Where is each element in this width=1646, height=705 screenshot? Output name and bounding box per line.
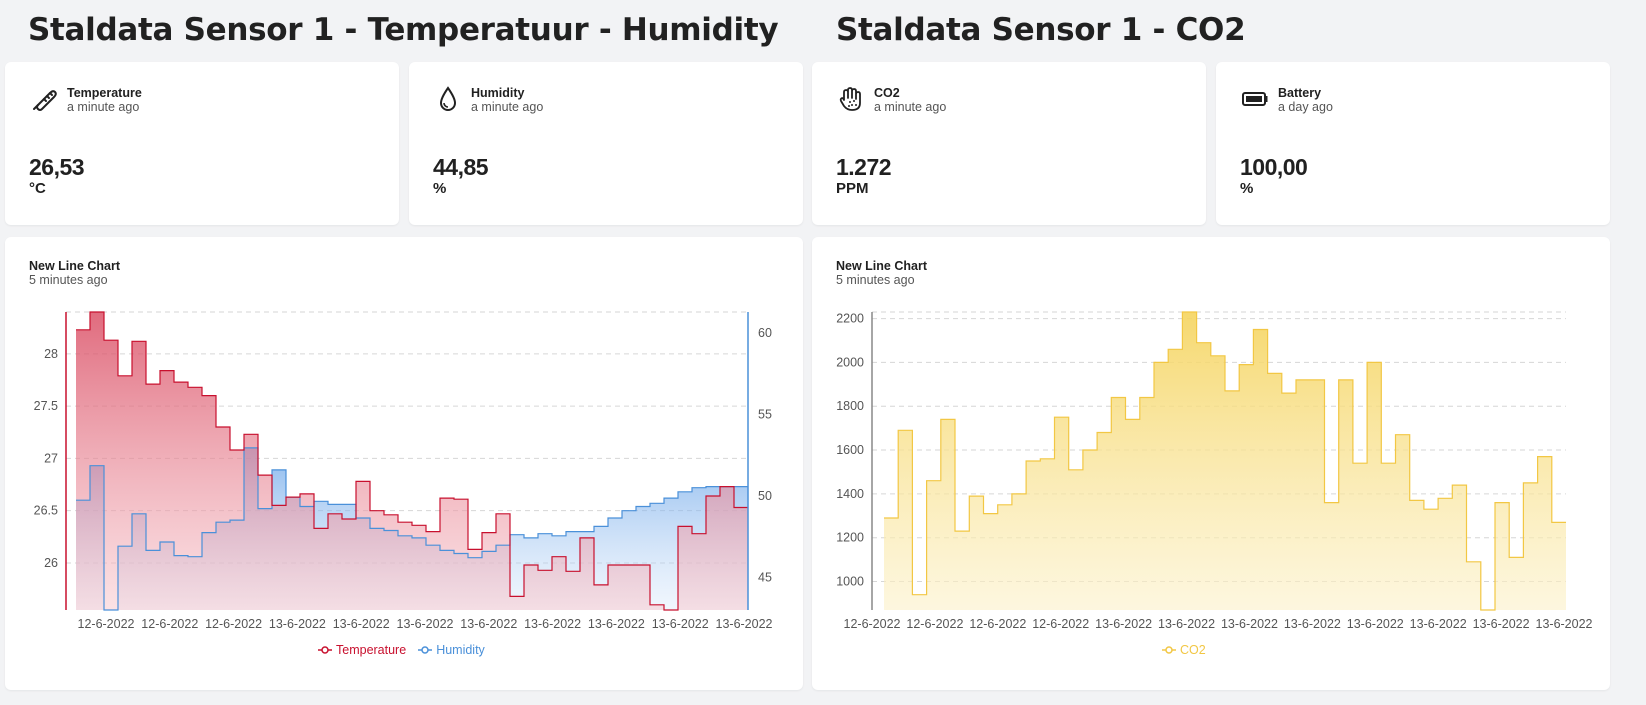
chart1-legend: Temperature Humidity	[318, 643, 485, 657]
water-drop-icon	[433, 84, 463, 114]
legend-marker-icon	[1162, 646, 1176, 654]
co2-chart-card[interactable]: New Line Chart 5 minutes ago	[812, 237, 1610, 690]
chart-time: 5 minutes ago	[29, 273, 108, 287]
chart-title: New Line Chart	[29, 259, 120, 273]
legend-item-temperature[interactable]: Temperature	[318, 643, 406, 657]
thermometer-icon	[29, 84, 59, 114]
metric-value: 1.272	[836, 154, 892, 180]
metric-value: 44,85	[433, 154, 489, 180]
metric-unit: %	[433, 180, 447, 197]
metric-time: a minute ago	[67, 100, 140, 114]
metric-name: Battery	[1278, 86, 1322, 100]
humidity-card[interactable]: Humidity a minute ago 44,85 %	[409, 62, 803, 225]
legend-item-co2[interactable]: CO2	[1162, 643, 1206, 657]
legend-label: CO2	[1180, 643, 1206, 657]
metric-unit: %	[1240, 180, 1254, 197]
battery-card[interactable]: Battery a day ago 100,00 %	[1216, 62, 1610, 225]
metric-time: a minute ago	[874, 100, 947, 114]
legend-marker-icon	[318, 646, 332, 654]
metric-value: 100,00	[1240, 154, 1308, 180]
hand-dots-icon	[836, 84, 866, 114]
metric-unit: °C	[29, 180, 46, 197]
chart2-legend: CO2	[1162, 643, 1206, 657]
metric-time: a day ago	[1278, 100, 1333, 114]
chart-title: New Line Chart	[836, 259, 927, 273]
metric-name: Temperature	[67, 86, 142, 100]
chart-time: 5 minutes ago	[836, 273, 915, 287]
metric-unit: PPM	[836, 180, 869, 197]
section-title-co2: Staldata Sensor 1 - CO2	[836, 12, 1246, 48]
legend-marker-icon	[418, 646, 433, 654]
temperature-card[interactable]: Temperature a minute ago 26,53 °C	[5, 62, 399, 225]
co2-card[interactable]: CO2 a minute ago 1.272 PPM	[812, 62, 1206, 225]
legend-label: Temperature	[336, 643, 407, 657]
metric-value: 26,53	[29, 154, 85, 180]
battery-icon	[1240, 84, 1270, 114]
legend-item-humidity[interactable]: Humidity	[418, 643, 485, 657]
metric-name: Humidity	[471, 86, 525, 100]
metric-name: CO2	[874, 86, 900, 100]
temp-humidity-chart-card[interactable]: New Line Chart 5 minutes ago	[5, 237, 803, 690]
metric-time: a minute ago	[471, 100, 544, 114]
legend-label: Humidity	[436, 643, 485, 657]
section-title-temp-humidity: Staldata Sensor 1 - Temperatuur - Humidi…	[28, 12, 779, 48]
